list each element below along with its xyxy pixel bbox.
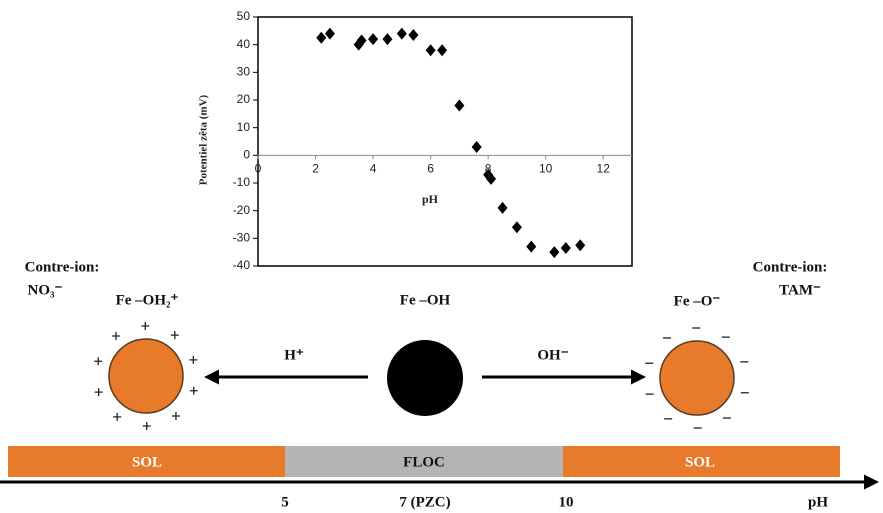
y-tick-label: -40 — [233, 258, 251, 272]
y-tick-label: -10 — [233, 175, 251, 189]
ph-tick-label: 7 (PZC) — [399, 494, 450, 510]
data-point — [408, 28, 419, 41]
y-tick-label: 0 — [243, 148, 250, 162]
plot-frame — [257, 16, 633, 267]
species-label: Fe –OH₂⁺ — [116, 292, 179, 308]
band-label: SOL — [685, 454, 715, 470]
counter-ion-label: Contre-ion: — [25, 259, 100, 275]
ph-axis-label: pH — [808, 494, 828, 510]
y-tick-label: 20 — [237, 92, 251, 106]
data-point — [425, 44, 436, 57]
data-point — [486, 172, 497, 185]
plus-charge — [141, 322, 150, 331]
plus-charge — [112, 331, 121, 340]
data-point — [324, 27, 335, 40]
data-point — [356, 34, 367, 47]
charges — [94, 322, 749, 430]
band-label: FLOC — [403, 454, 445, 470]
plus-charge — [170, 331, 179, 340]
counter-ion: NO₃⁻ — [28, 282, 63, 298]
counter-ion-label: Contre-ion: — [753, 259, 828, 275]
band-label: SOL — [132, 454, 162, 470]
plus-charge — [189, 355, 198, 364]
y-axis-label: Potentiel zêta (mV) — [198, 94, 210, 185]
x-tick-label: 0 — [255, 162, 262, 176]
arrow-label: H⁺ — [284, 347, 304, 363]
data-point — [368, 33, 379, 46]
plus-charge — [94, 388, 103, 397]
data-point — [497, 201, 508, 214]
band — [563, 446, 840, 477]
y-tick-label: 40 — [237, 37, 251, 51]
ph-tick-label: 10 — [559, 494, 574, 510]
counter-ion: TAM⁻ — [779, 282, 821, 298]
species-label: Fe –OH — [400, 292, 451, 308]
data-point — [454, 99, 465, 112]
plus-charge — [171, 412, 180, 421]
x-tick-label: 4 — [370, 162, 377, 176]
y-tick-label: 50 — [237, 9, 251, 23]
arrow-label: OH⁻ — [537, 347, 568, 363]
data-point — [575, 239, 586, 252]
data-point — [382, 33, 393, 46]
x-tick-label: 8 — [485, 162, 492, 176]
x-tick-label: 10 — [539, 162, 553, 176]
ph-tick-label: 5 — [281, 494, 289, 510]
data-point — [526, 240, 537, 253]
plus-charge — [142, 421, 151, 430]
plus-charge — [189, 386, 198, 395]
plus-charge — [94, 357, 103, 366]
data-point — [511, 221, 522, 234]
x-tick-label: 2 — [312, 162, 319, 176]
band — [285, 446, 563, 477]
data-point — [396, 27, 407, 40]
plus-charge — [113, 412, 122, 421]
floc-particle — [387, 340, 463, 416]
x-tick-label: 12 — [597, 162, 611, 176]
x-tick-label: 6 — [427, 162, 434, 176]
sol-particle — [108, 338, 184, 414]
data-point — [471, 141, 482, 154]
data-point — [316, 31, 327, 44]
species-label: Fe –O⁻ — [674, 293, 721, 309]
y-tick-label: -20 — [233, 203, 251, 217]
y-tick-label: 30 — [237, 65, 251, 79]
y-tick-label: 10 — [237, 120, 251, 134]
data-point — [560, 242, 571, 255]
data-point — [549, 246, 560, 259]
data-point — [437, 44, 448, 57]
sol-particle — [659, 340, 735, 416]
y-tick-label: -30 — [233, 231, 251, 245]
x-axis-label: pH — [422, 192, 439, 206]
band — [8, 446, 285, 477]
